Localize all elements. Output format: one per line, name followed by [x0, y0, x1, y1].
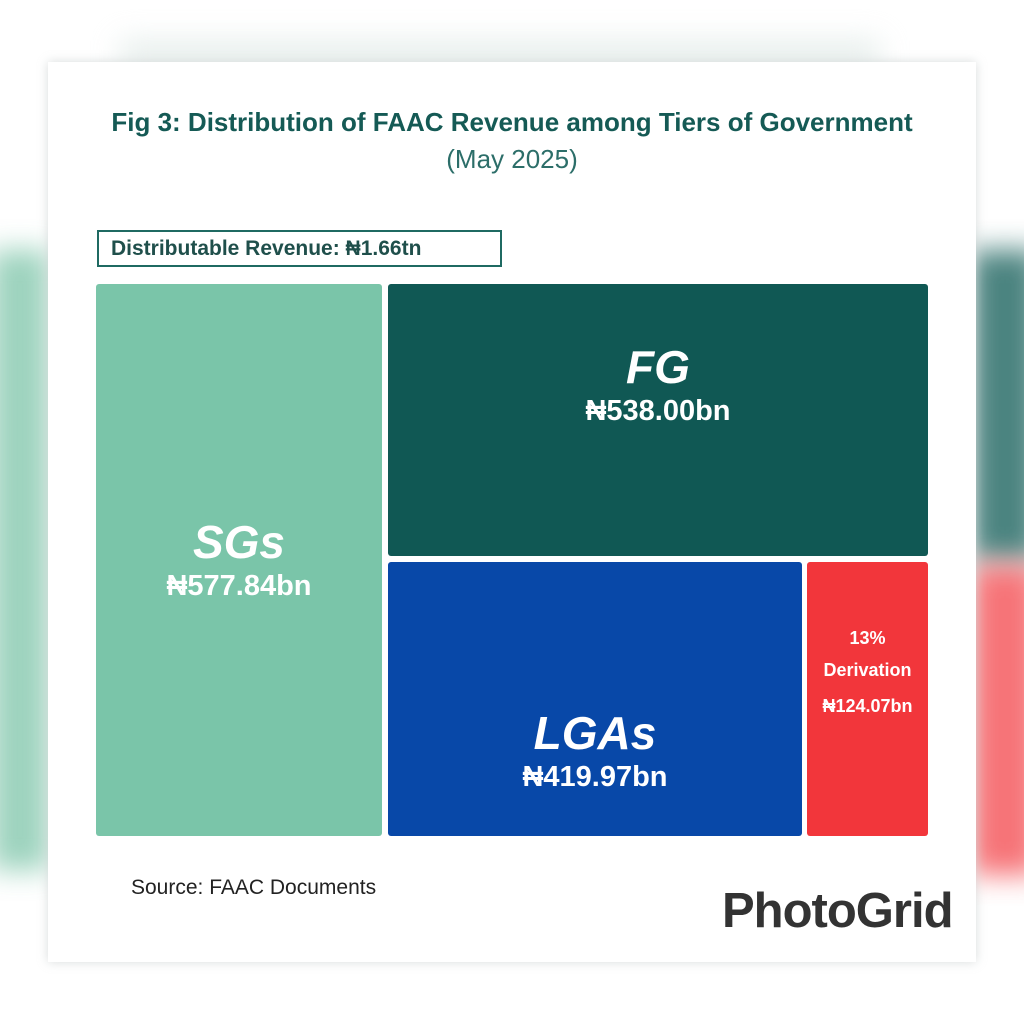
chart-title-date: (May 2025) — [446, 144, 578, 174]
treemap-tile-derivation: 13% Derivation ₦124.07bn — [807, 562, 928, 836]
tile-label-sgs: SGs — [192, 516, 286, 568]
tile-label-fg: FG — [626, 341, 690, 393]
total-revenue-box: Distributable Revenue: ₦1.66tn — [97, 230, 502, 267]
source-note: Source: FAAC Documents — [131, 876, 377, 899]
tile-label-derivation-pct: 13% — [849, 628, 886, 648]
blur-left-strip — [0, 250, 50, 870]
tile-value-derivation: ₦124.07bn — [822, 696, 913, 716]
treemap-tile-fg: FG ₦538.00bn — [388, 284, 928, 556]
chart-title-main: Fig 3: Distribution of FAAC Revenue amon… — [111, 107, 913, 137]
tile-value-fg: ₦538.00bn — [585, 395, 731, 427]
chart-title: Fig 3: Distribution of FAAC Revenue amon… — [86, 104, 938, 178]
treemap-tile-lgas: LGAs ₦419.97bn — [388, 562, 802, 836]
tile-label-lgas: LGAs — [533, 707, 657, 759]
treemap-tile-sgs: SGs ₦577.84bn — [96, 284, 382, 836]
blur-right-red-strip — [970, 565, 1024, 875]
tile-value-lgas: ₦419.97bn — [522, 761, 668, 793]
photogrid-watermark: PhotoGrid — [722, 884, 954, 938]
tile-value-sgs: ₦577.84bn — [166, 570, 312, 602]
tile-label-derivation-word: Derivation — [823, 660, 912, 680]
blur-right-dark-strip — [970, 250, 1024, 560]
